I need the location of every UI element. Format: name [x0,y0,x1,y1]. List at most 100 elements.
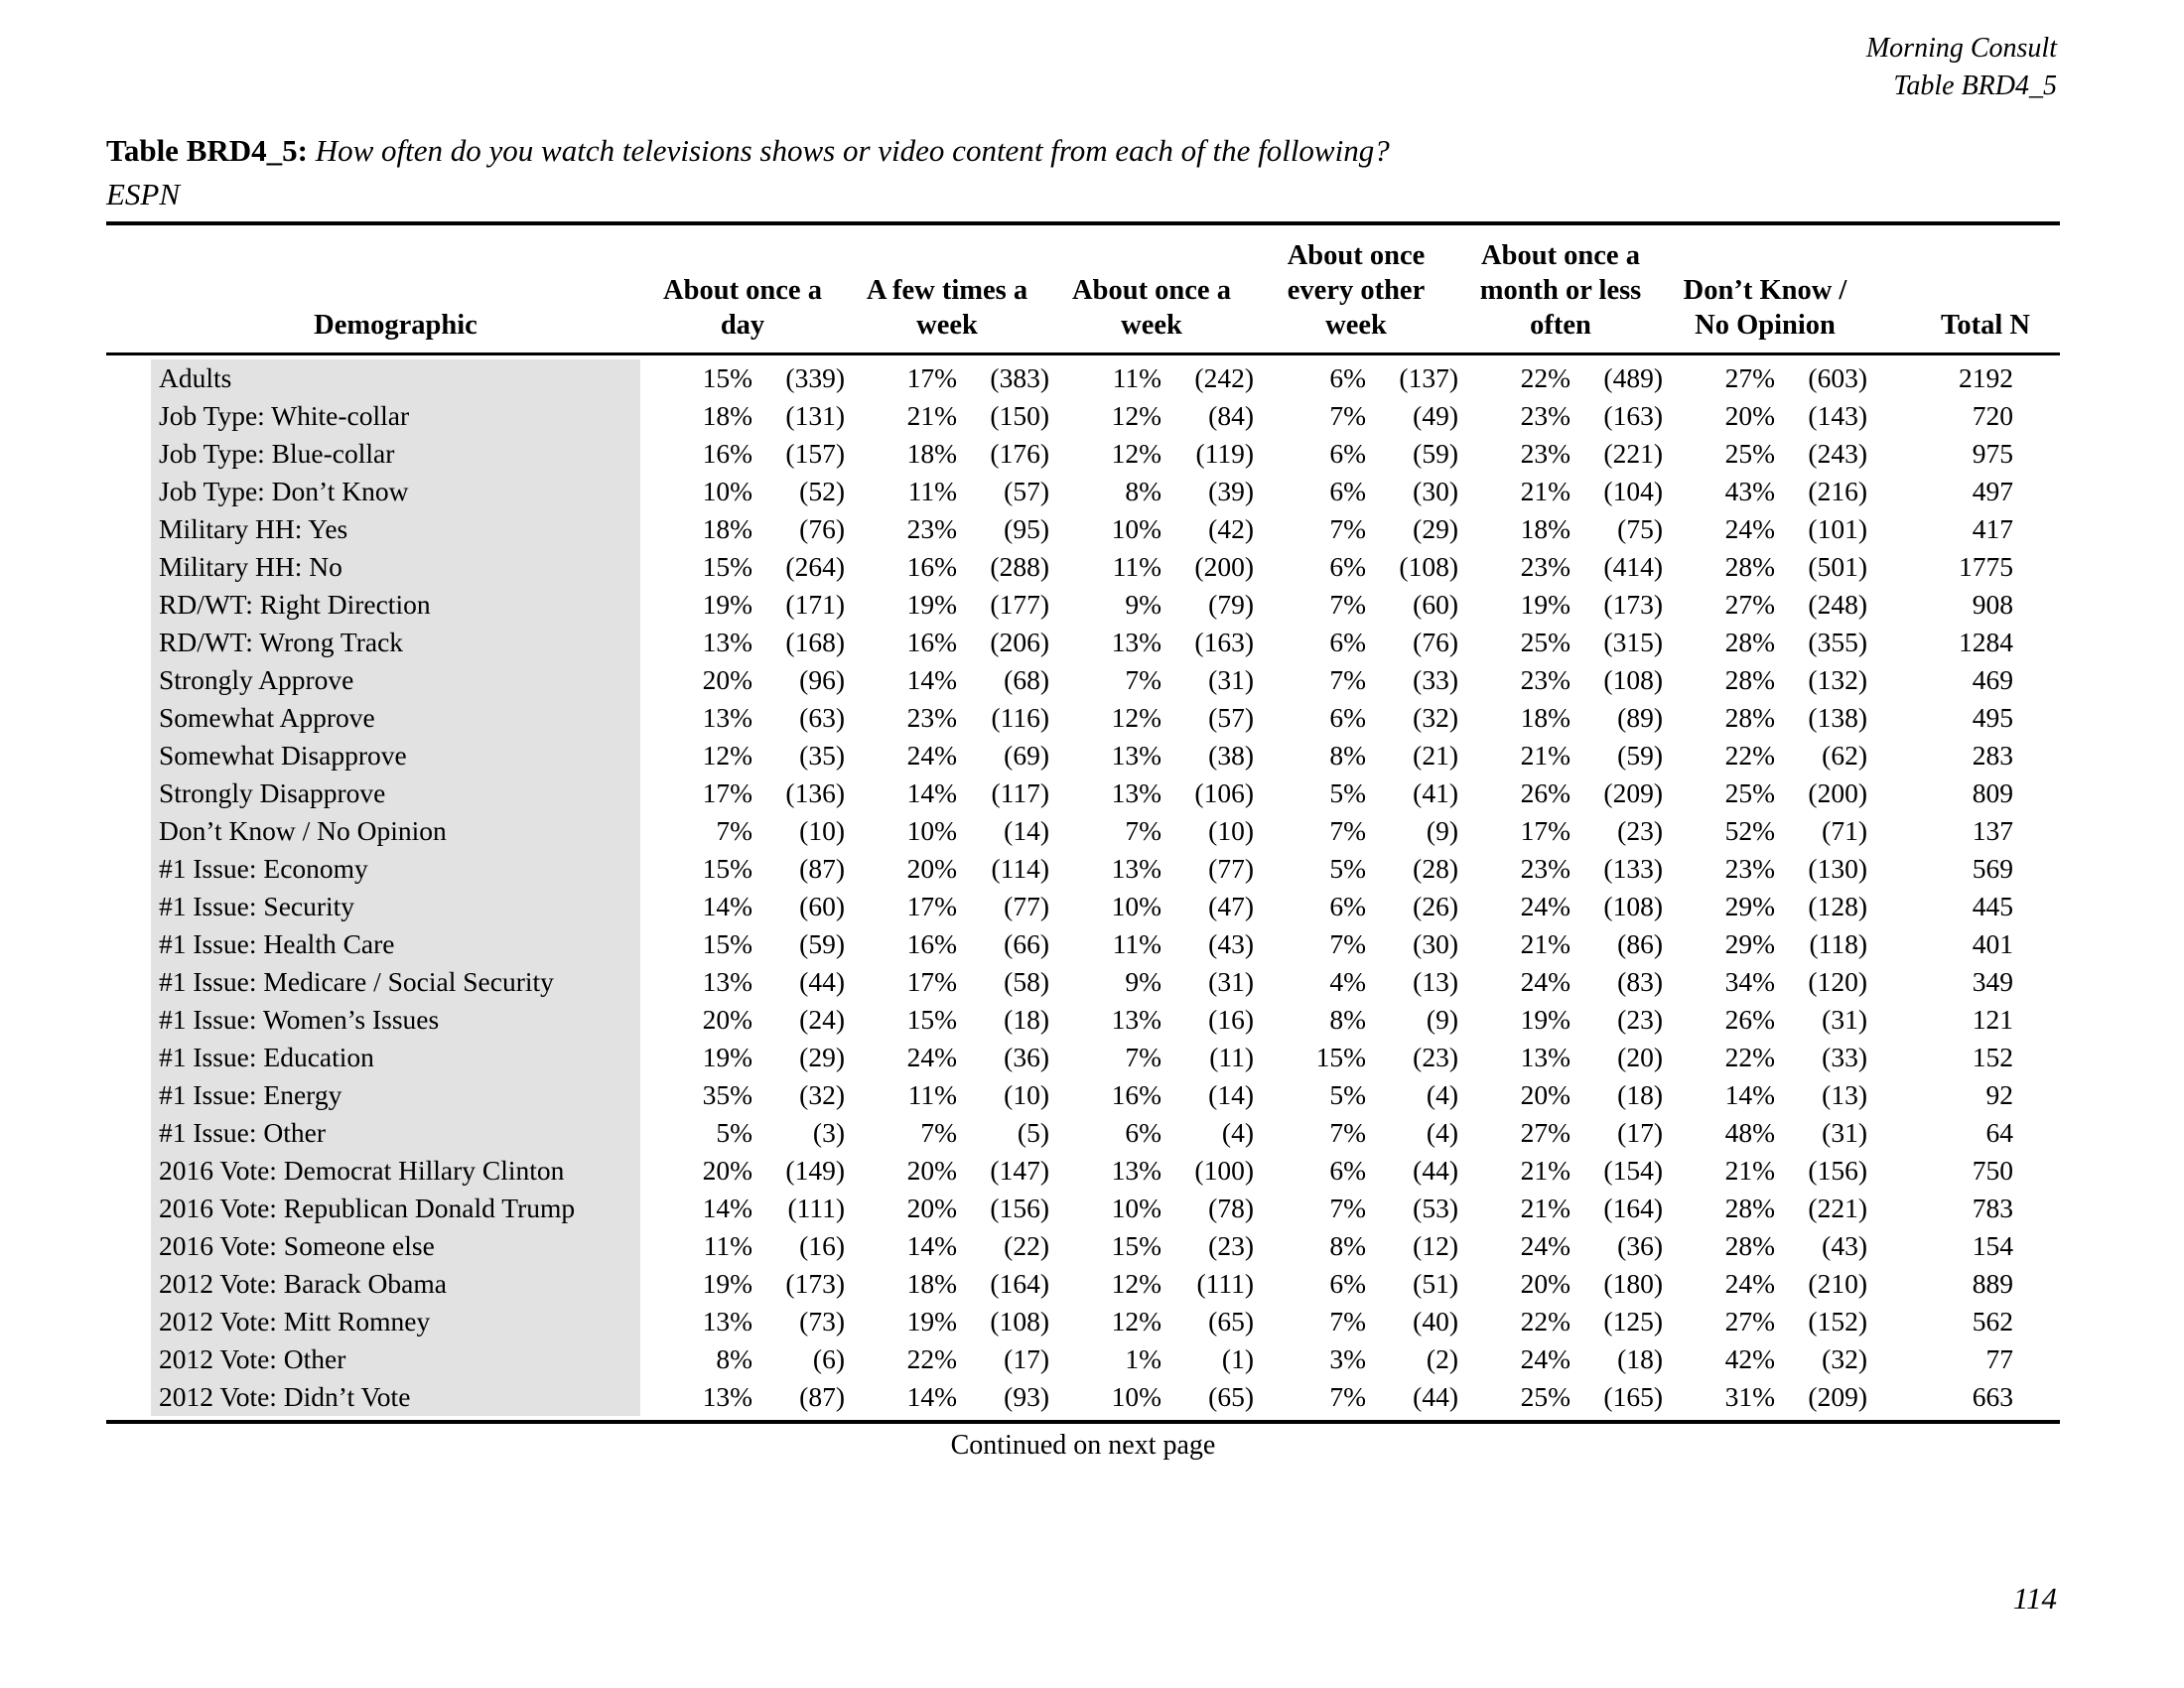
cell-total-n: 809 [1972,777,2013,808]
cell-percent: 28% [1724,627,1775,657]
cell-count: (73) [799,1306,845,1336]
cell-count: (28) [1413,853,1458,884]
cell-total-n: 750 [1972,1155,2013,1186]
cell-count: (209) [1808,1381,1867,1412]
cell-percent: 6% [1329,1268,1366,1299]
cell-percent: 20% [906,1193,957,1223]
cell-percent: 10% [1111,1381,1161,1412]
cell-count: (209) [1603,777,1663,808]
cell-count: (77) [1208,853,1254,884]
cell-percent: 24% [1520,966,1570,997]
table-row: Job Type: Don’t Know 10% (52) 11% (57) 8% (39)… [106,473,2060,510]
cell-count: (30) [1413,476,1458,506]
cell-percent: 18% [906,438,957,469]
cell-percent: 21% [1724,1155,1775,1186]
cell-count: (69) [1004,740,1049,771]
cell-count: (33) [1822,1042,1867,1072]
cell-count: (18) [1617,1343,1663,1374]
cell-count: (4) [1426,1079,1458,1110]
cell-percent: 14% [906,777,957,808]
cell-count: (133) [1603,853,1663,884]
cell-percent: 7% [1329,1193,1366,1223]
cell-total-n: 445 [1972,891,2013,921]
cell-percent: 13% [702,702,752,733]
cell-count: (63) [799,702,845,733]
cell-percent: 5% [1329,853,1366,884]
cell-count: (14) [1208,1079,1254,1110]
cell-count: (206) [990,627,1049,657]
cell-percent: 6% [1329,438,1366,469]
cell-count: (58) [1004,966,1049,997]
cell-percent: 9% [1125,589,1161,620]
cell-count: (30) [1413,928,1458,959]
cell-percent: 23% [906,702,957,733]
table-row: #1 Issue: Economy 15% (87) 20% (114) 13% (77) 5… [106,850,2060,888]
cell-count: (89) [1617,702,1663,733]
cell-count: (200) [1808,777,1867,808]
cell-total-n: 121 [1972,1004,2013,1035]
cell-count: (125) [1603,1306,1663,1336]
cell-count: (66) [1004,928,1049,959]
column-header-total-n: Total N [1940,310,2030,341]
cell-count: (43) [1822,1230,1867,1261]
demographic-label: 2012 Vote: Didn’t Vote [151,1378,640,1416]
cell-count: (414) [1603,551,1663,582]
cell-percent: 8% [1329,1230,1366,1261]
cell-total-n: 401 [1972,928,2013,959]
demographic-label: #1 Issue: Economy [151,850,640,888]
cell-percent: 7% [1329,400,1366,431]
cell-count: (35) [799,740,845,771]
cell-count: (163) [1194,627,1254,657]
cell-percent: 15% [702,928,752,959]
demographic-label: 2016 Vote: Someone else [151,1227,640,1265]
cell-percent: 19% [702,1268,752,1299]
cell-count: (38) [1208,740,1254,771]
cell-count: (16) [1208,1004,1254,1035]
table-row: 2016 Vote: Someone else 11% (16) 14% (22) 15%… [106,1227,2060,1265]
cell-count: (114) [991,853,1049,884]
cell-count: (32) [1822,1343,1867,1374]
cell-count: (177) [990,589,1049,620]
cell-percent: 7% [1329,1117,1366,1148]
cell-percent: 9% [1125,966,1161,997]
cell-percent: 13% [1520,1042,1570,1072]
cell-total-n: 137 [1972,815,2013,846]
cell-total-n: 2192 [1959,362,2013,393]
cell-count: (128) [1808,891,1867,921]
cell-count: (118) [1809,928,1867,959]
cell-count: (23) [1413,1042,1458,1072]
cell-percent: 17% [1520,815,1570,846]
cell-total-n: 495 [1972,702,2013,733]
cell-percent: 24% [1520,1230,1570,1261]
demographic-label: Strongly Approve [151,661,640,699]
cell-count: (355) [1808,627,1867,657]
cell-percent: 23% [1520,400,1570,431]
cell-count: (59) [799,928,845,959]
cell-percent: 13% [1111,1155,1161,1186]
cell-percent: 28% [1724,1230,1775,1261]
cell-percent: 7% [716,815,752,846]
cell-total-n: 1775 [1959,551,2013,582]
demographic-label: #1 Issue: Security [151,888,640,925]
demographic-label: #1 Issue: Energy [151,1076,640,1114]
cell-count: (339) [785,362,845,393]
cell-count: (264) [785,551,845,582]
cell-count: (57) [1208,702,1254,733]
cell-percent: 7% [1329,1306,1366,1336]
cell-percent: 19% [1520,1004,1570,1035]
cell-count: (83) [1617,966,1663,997]
cell-count: (163) [1603,400,1663,431]
cell-total-n: 663 [1972,1381,2013,1412]
demographic-label: 2012 Vote: Barack Obama [151,1265,640,1303]
cell-percent: 17% [906,966,957,997]
cell-percent: 7% [1329,513,1366,544]
cell-count: (2) [1426,1343,1458,1374]
cell-percent: 19% [1520,589,1570,620]
cell-percent: 10% [1111,513,1161,544]
cell-percent: 19% [702,1042,752,1072]
cell-percent: 14% [702,891,752,921]
cell-count: (33) [1413,664,1458,695]
brand-name: Morning Consult [1865,33,2057,64]
